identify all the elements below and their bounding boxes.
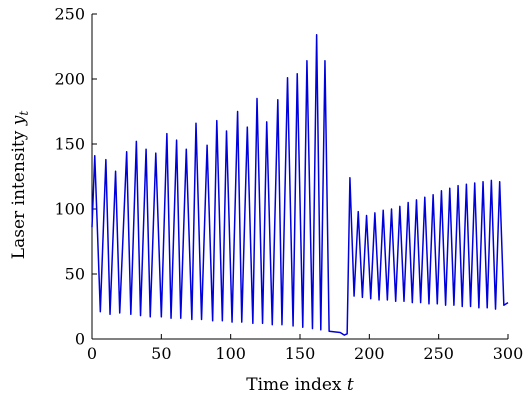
x-tick-label: 200	[354, 344, 385, 363]
x-tick-label: 250	[423, 344, 454, 363]
y-tick-label: 0	[75, 330, 85, 349]
y-axis-ticks: 0 50 100 150 200 250	[54, 5, 97, 349]
x-tick-label: 300	[493, 344, 524, 363]
y-tick-label: 150	[54, 135, 85, 154]
y-axis-label: Laser intensity yt	[9, 111, 31, 260]
x-tick-label: 150	[285, 344, 316, 363]
y-tick-label: 100	[54, 200, 85, 219]
x-tick-label: 100	[215, 344, 246, 363]
x-tick-label: 0	[87, 344, 97, 363]
y-tick-label: 50	[65, 265, 85, 284]
y-tick-label: 250	[54, 5, 85, 24]
x-axis-label: Time index t	[246, 375, 354, 395]
x-tick-label: 50	[151, 344, 171, 363]
laser-intensity-series-line	[91, 34, 509, 336]
y-tick-label: 200	[54, 70, 85, 89]
x-axis-ticks: 0 50 100 150 200 250 300	[87, 334, 523, 363]
